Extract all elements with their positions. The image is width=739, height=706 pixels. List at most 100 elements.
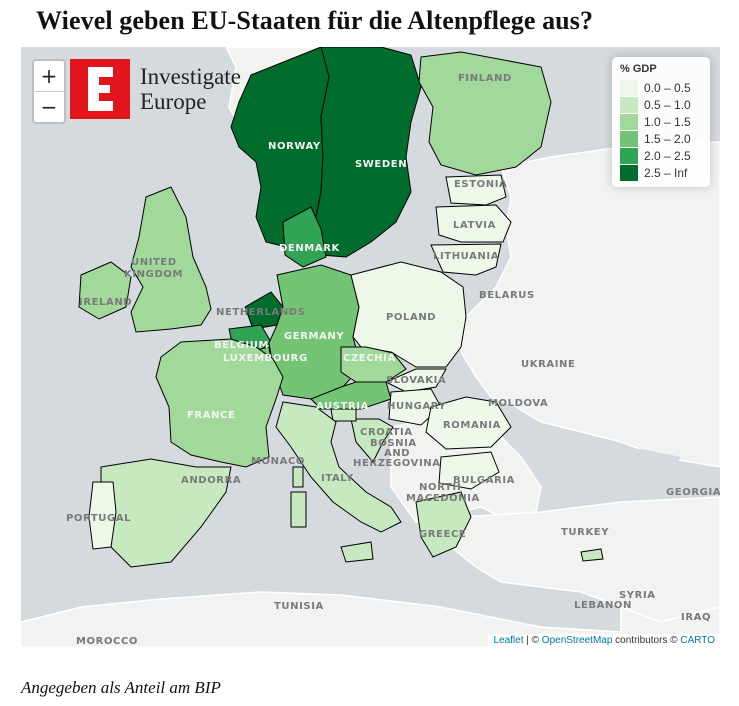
- label-iraq: IRAQ: [681, 612, 711, 623]
- legend-label: 0.0 – 0.5: [644, 80, 691, 95]
- label-monaco: MONACO: [251, 456, 305, 467]
- zoom-divider: [34, 91, 64, 92]
- country-labels: FINLAND NORWAY SWEDEN ESTONIA LATVIA LIT…: [66, 73, 720, 647]
- legend-label: 1.0 – 1.5: [644, 114, 691, 129]
- attribution-contrib: contributors ©: [612, 635, 681, 646]
- country-austria: [310, 381, 392, 410]
- logo-e-mark: [70, 59, 130, 119]
- label-bulgaria: BULGARIA: [453, 475, 515, 486]
- label-romania: ROMANIA: [443, 420, 501, 431]
- label-macedonia: MACEDONIA: [406, 493, 480, 504]
- legend-rows: 0.0 – 0.5 0.5 – 1.0 1.0 – 1.5 1.5 – 2.0 2.0 …: [620, 79, 702, 181]
- country-finland: [418, 51, 552, 176]
- label-slovakia: SLOVAKIA: [386, 375, 446, 386]
- label-andorra: ANDORRA: [181, 475, 241, 486]
- label-france: FRANCE: [187, 410, 235, 421]
- logo-e-icon: [88, 67, 113, 111]
- caption: Angegeben als Anteil am BIP: [21, 678, 221, 697]
- country-poland: [350, 261, 467, 368]
- country-romania: [425, 396, 512, 450]
- label-lithuania: LITHUANIA: [433, 251, 499, 262]
- country-sicily: [340, 541, 374, 563]
- legend-label: 0.5 – 1.0: [644, 97, 691, 112]
- country-united-kingdom: [130, 186, 212, 333]
- label-sweden: SWEDEN: [355, 159, 407, 170]
- attribution-osm-link[interactable]: OpenStreetMap: [541, 635, 613, 646]
- attribution-leaflet-link[interactable]: Leaflet: [493, 635, 524, 646]
- legend-item: 2.5 – Inf: [620, 164, 702, 181]
- attribution-carto-link[interactable]: CARTO: [680, 635, 715, 646]
- land-russia-belarus-ukraine: [460, 141, 720, 468]
- logo-line1: Investigate: [140, 64, 241, 89]
- label-morocco: MOROCCO: [76, 636, 138, 647]
- country-slovenia: [330, 408, 357, 422]
- country-sardinia: [290, 491, 307, 528]
- label-tunisia: TUNISIA: [274, 601, 324, 612]
- map[interactable]: FINLAND NORWAY SWEDEN ESTONIA LATVIA LIT…: [21, 47, 720, 647]
- country-lithuania: [430, 243, 502, 276]
- label-austria: AUSTRIA: [316, 401, 369, 412]
- country-slovakia: [384, 368, 447, 393]
- country-sweden: [312, 47, 422, 258]
- country-bulgaria: [438, 451, 500, 490]
- land-non-eu: [21, 47, 720, 647]
- legend-item: 0.5 – 1.0: [620, 96, 702, 113]
- legend-label: 1.5 – 2.0: [644, 131, 691, 146]
- legend-swatch: [620, 96, 638, 113]
- country-cyprus: [580, 548, 604, 562]
- legend-swatch: [620, 164, 638, 181]
- legend-item: 0.0 – 0.5: [620, 79, 702, 96]
- eu-countries[interactable]: [78, 47, 604, 568]
- label-united: UNITED: [131, 257, 177, 268]
- country-latvia: [435, 204, 512, 243]
- label-syria: SYRIA: [619, 590, 656, 601]
- legend-swatch: [620, 113, 638, 130]
- attribution-sep: | ©: [523, 635, 542, 646]
- zoom-out-button[interactable]: −: [40, 95, 58, 119]
- label-czechia: CZECHIA: [343, 353, 396, 364]
- label-germany: GERMANY: [284, 331, 344, 342]
- label-portugal: PORTUGAL: [66, 513, 131, 524]
- label-estonia: ESTONIA: [454, 179, 507, 190]
- label-greece: GREECE: [419, 529, 466, 540]
- legend-item: 2.0 – 2.5: [620, 147, 702, 164]
- country-czechia: [340, 346, 407, 383]
- label-lebanon: LEBANON: [574, 600, 632, 611]
- legend-swatch: [620, 147, 638, 164]
- legend-item: 1.5 – 2.0: [620, 130, 702, 147]
- label-turkey: TURKEY: [561, 527, 609, 538]
- label-ukraine: UKRAINE: [521, 359, 575, 370]
- label-bosnia: BOSNIA: [370, 438, 417, 449]
- zoom-in-button[interactable]: +: [40, 64, 58, 88]
- country-ireland: [78, 261, 132, 320]
- label-moldova: MOLDOVA: [488, 398, 548, 409]
- page-title: Wievel geben EU-Staaten für die Altenpfl…: [36, 6, 594, 35]
- label-denmark: DENMARK: [279, 243, 340, 254]
- label-ireland: IRELAND: [79, 297, 132, 308]
- country-denmark: [282, 206, 327, 268]
- country-italy: [275, 401, 402, 533]
- label-norway: NORWAY: [268, 141, 321, 152]
- label-belarus: BELARUS: [479, 290, 535, 301]
- country-corsica: [292, 466, 304, 488]
- legend-title: % GDP: [620, 63, 657, 75]
- country-france: [155, 338, 284, 468]
- country-croatia: [350, 418, 394, 463]
- map-canvas[interactable]: FINLAND NORWAY SWEDEN ESTONIA LATVIA LIT…: [21, 47, 720, 647]
- legend-swatch: [620, 79, 638, 96]
- legend-label: 2.5 – Inf: [644, 165, 688, 180]
- legend-item: 1.0 – 1.5: [620, 113, 702, 130]
- land-north-africa: [21, 591, 720, 647]
- country-portugal: [88, 481, 117, 550]
- label-hungary: HUNGARY: [387, 401, 447, 412]
- country-greece: [415, 491, 472, 558]
- label-north: NORTH: [419, 482, 461, 493]
- label-finland: FINLAND: [458, 73, 512, 84]
- logo-line2: Europe: [140, 89, 207, 114]
- black-sea: [541, 447, 681, 497]
- investigate-europe-logo: Investigate Europe: [70, 59, 260, 119]
- label-bosnia-and: AND: [384, 448, 410, 459]
- legend-label: 2.0 – 2.5: [644, 148, 691, 163]
- label-herzegovina: HERZEGOVINA: [353, 458, 441, 469]
- map-attribution: Leaflet | © OpenStreetMap contributors ©…: [488, 634, 720, 647]
